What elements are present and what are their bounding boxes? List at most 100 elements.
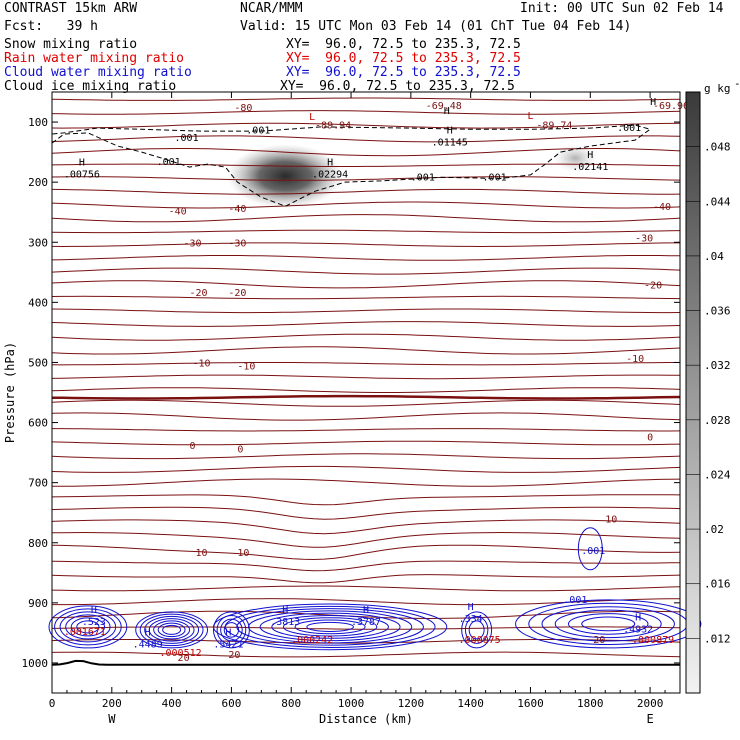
plot-axes: 0 200 400 600 800 1000 1200 1400 1600 1800 2000100… [3, 91, 681, 726]
isotherm-line [51, 494, 681, 506]
x-axis-label: Distance (km) [319, 712, 413, 726]
extremum-value: .4932 [623, 625, 653, 636]
temperature-label: -20 [228, 288, 246, 299]
contour-value-label: .001671 [64, 627, 106, 638]
contour-value-label: .001 [563, 595, 587, 606]
extremum-marker: H [225, 628, 231, 639]
y-tick-label: 700 [28, 477, 48, 490]
isotherm-line [51, 506, 681, 520]
extremum-marker: H [444, 106, 450, 117]
contour-value-label: .001 [175, 133, 199, 144]
extremum-value: .5421 [213, 640, 243, 651]
extremum-marker: H [91, 605, 97, 616]
cloud-water-contour [294, 619, 366, 635]
isotherm-line [51, 362, 680, 366]
x-tick-label: 0 [49, 697, 56, 710]
forecast-hour: Fcst: 39 h [4, 19, 98, 34]
colorbar-unit: g kg [704, 82, 731, 95]
init-time: Init: 00 UTC Sun 02 Feb 14 [520, 1, 724, 16]
y-tick-label: 200 [28, 176, 48, 189]
field-rain-label: Rain water mixing ratio [4, 51, 185, 66]
contour-value-label: .000242 [291, 635, 333, 646]
contour-value-label: .001 [617, 123, 641, 134]
contour-value-label: .001 [246, 125, 270, 136]
temperature-label: -30 [635, 233, 653, 244]
x-tick-label: 1000 [338, 697, 365, 710]
y-tick-label: 300 [28, 236, 48, 249]
x-tick-label: 1200 [398, 697, 425, 710]
isotherm-line [51, 135, 681, 143]
center-label: NCAR/MMM [240, 1, 303, 16]
isotherm-line [51, 387, 681, 393]
isotherm-line [51, 453, 681, 460]
temperature-label: 0 [647, 432, 653, 443]
contour-labels: -80 -69.48 -69.96 -89.94 -89.74 -40 -40 -40 -30 -… [64, 97, 689, 664]
cloud-water-contour [306, 621, 354, 632]
isotherm-line [51, 639, 681, 644]
extremum-marker: H [79, 158, 85, 169]
y-tick-label: 500 [28, 356, 48, 369]
temperature-label: 0 [190, 441, 196, 452]
temperature-label: -20 [190, 288, 208, 299]
y-tick-label: 100 [28, 116, 48, 129]
isotherm-line [51, 255, 681, 261]
y-tick-label: 400 [28, 296, 48, 309]
contour-value-label: .000075 [459, 635, 501, 646]
extremum-marker: H [447, 125, 453, 136]
colorbar-tick-label: .02 [704, 523, 724, 536]
y-tick-label: 800 [28, 537, 48, 550]
cloud-water-contour [144, 615, 200, 644]
temperature-label: 20 [593, 635, 605, 646]
colorbar-tick-label: .024 [704, 468, 731, 481]
temperature-label: 10 [605, 515, 617, 526]
isotherm-line [51, 163, 681, 167]
ground-surface-line [51, 659, 680, 666]
extremum-marker: H [635, 613, 641, 624]
temperature-label: -10 [192, 358, 210, 369]
field-snow-xy: XY= 96.0, 72.5 to 235.3, 72.5 [286, 37, 521, 52]
colorbar-tick-label: .028 [704, 414, 731, 427]
colorbar-tick-label: .032 [704, 359, 731, 372]
cloud-water-contour [541, 606, 675, 642]
temperature-label: -89.94 [315, 120, 351, 131]
isotherm-line [51, 560, 681, 572]
cloud-water-contour [162, 624, 182, 635]
cloud-water-contour [157, 622, 186, 638]
x-tick-label: 1600 [517, 697, 544, 710]
colorbar-gradient [685, 91, 701, 694]
temperature-contours [51, 97, 681, 666]
isotherm-line [51, 465, 681, 473]
temperature-label: -30 [228, 238, 246, 249]
x-tick-label: 200 [102, 697, 122, 710]
contour-value-label: .000879 [632, 635, 674, 646]
isotherm-line [51, 188, 681, 195]
isotherm-line [51, 333, 681, 341]
isotherm-line [51, 321, 681, 327]
colorbar-tick-label: .04 [704, 250, 724, 263]
cloud-water-contour [54, 608, 122, 646]
valid-time: Valid: 15 UTC Mon 03 Feb 14 (01 ChT Tue … [240, 19, 632, 34]
colorbar-unit-exponent: -1 [734, 77, 740, 90]
temperature-label: -20 [644, 280, 662, 291]
isotherm-line [51, 574, 681, 584]
contour-value-label: .001 [581, 546, 605, 557]
isotherm-line [51, 374, 681, 380]
isotherm-line [51, 308, 681, 314]
temperature-label: -30 [184, 238, 202, 249]
model-title: CONTRAST 15km ARW [4, 1, 138, 16]
x-tick-label: 400 [162, 697, 182, 710]
isotherm-line [51, 148, 681, 157]
y-axis-label: Pressure (hPa) [3, 342, 17, 443]
colorbar: .048 .044 .04 .036 .032 .028 .024 .02 .016 .012 g … [685, 77, 740, 694]
cloud-water-contour [515, 599, 702, 649]
field-cloud-ice-label: Cloud ice mixing ratio [4, 79, 177, 94]
isotherm-line [52, 598, 680, 606]
field-snow-label: Snow mixing ratio [4, 37, 138, 52]
x-tick-label: 600 [221, 697, 241, 710]
field-cloud-water-xy: XY= 96.0, 72.5 to 235.3, 72.5 [286, 65, 521, 80]
isotherm-line [52, 428, 681, 432]
colorbar-tick-label: .012 [704, 632, 731, 645]
cloud-water-contour [247, 610, 413, 644]
temperature-label: -69.48 [426, 101, 462, 112]
